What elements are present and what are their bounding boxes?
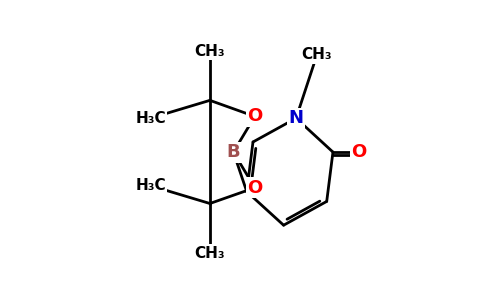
Text: N: N [288, 109, 303, 127]
Text: H₃C: H₃C [135, 111, 166, 126]
Text: B: B [227, 143, 240, 161]
Text: H₃C: H₃C [135, 178, 166, 193]
Text: CH₃: CH₃ [195, 246, 225, 261]
Text: CH₃: CH₃ [302, 47, 332, 62]
Text: O: O [351, 143, 366, 161]
Text: O: O [247, 107, 262, 125]
Text: CH₃: CH₃ [195, 44, 225, 59]
Text: O: O [247, 179, 262, 197]
